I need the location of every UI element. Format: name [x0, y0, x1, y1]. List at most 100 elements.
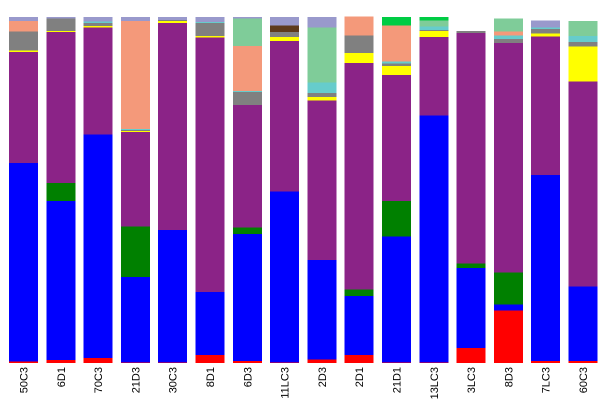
x-tick-label-7LC3: 7LC3 — [541, 367, 553, 393]
bar-segment-11LC3-1 — [270, 191, 300, 363]
bar-segment-13LC3-8 — [419, 20, 449, 27]
x-tick-label-11LC3: 11LC3 — [280, 367, 292, 399]
bar-segment-21D3-2 — [120, 226, 150, 277]
bar-segment-70C3-6 — [83, 21, 113, 24]
bar-segment-6D3-6 — [232, 91, 262, 93]
bar-segment-8D3-7 — [493, 31, 523, 36]
bar-segment-21D1-5 — [382, 63, 411, 66]
bar-segment-6D3-5 — [232, 92, 262, 105]
bar-segment-13LC3-11 — [419, 17, 449, 21]
bar-segment-21D3-6 — [120, 128, 150, 130]
bar-segment-2D1-0 — [344, 355, 374, 363]
bar-segment-60C3-5 — [568, 41, 598, 47]
x-tick-label-3LC3: 3LC3 — [466, 367, 478, 393]
bar-segment-11LC3-10 — [270, 17, 300, 26]
bar-segment-70C3-5 — [83, 23, 113, 26]
bar-segment-21D3-0 — [120, 362, 150, 363]
x-tick-label-8D1: 8D1 — [205, 367, 217, 387]
bar-segment-6D3-2 — [232, 227, 262, 234]
x-tick-label-8D3: 8D3 — [503, 367, 515, 387]
x-tick-label-21D1: 21D1 — [392, 367, 404, 393]
bar-segment-60C3-3 — [568, 81, 598, 287]
bar-segment-50C3-0 — [9, 361, 38, 363]
x-tick-label-2D3: 2D3 — [317, 367, 329, 387]
bar-segment-7LC3-10 — [531, 20, 561, 28]
bar-segment-30C3-1 — [158, 230, 188, 363]
bar-segment-2D1-4 — [344, 52, 374, 64]
bar-segment-30C3-3 — [158, 23, 188, 231]
bar-segment-50C3-4 — [9, 50, 38, 52]
x-tick-label-30C3: 30C3 — [168, 367, 180, 393]
bar-segment-6D1-1 — [46, 201, 76, 361]
bar-segment-7LC3-0 — [531, 360, 561, 363]
bar-segment-8D3-6 — [493, 35, 523, 39]
bar-segment-21D1-1 — [382, 236, 411, 363]
bar-segment-70C3-3 — [83, 27, 113, 135]
bar-segment-13LC3-5 — [419, 29, 449, 32]
bar-segment-21D3-7 — [120, 21, 150, 129]
bar-segment-8D1-4 — [195, 36, 225, 38]
bar-segment-8D3-1 — [493, 304, 523, 311]
bar-segment-11LC3-9 — [270, 25, 300, 32]
bar-segment-13LC3-1 — [419, 115, 449, 363]
bar-segment-8D3-8 — [493, 18, 523, 32]
bar-segment-50C3-10 — [9, 17, 38, 22]
bar-segment-6D3-3 — [232, 104, 262, 228]
bar-segment-2D3-4 — [307, 96, 337, 101]
bar-segment-13LC3-3 — [419, 37, 449, 116]
bar-segment-60C3-0 — [568, 360, 598, 363]
bar-segment-8D3-2 — [493, 272, 523, 305]
bar-segment-70C3-10 — [83, 17, 113, 22]
x-tick-label-60C3: 60C3 — [578, 367, 590, 393]
bar-segment-70C3-1 — [83, 134, 113, 359]
bar-segment-8D3-5 — [493, 38, 523, 43]
bar-segment-7LC3-1 — [531, 174, 561, 361]
bar-segment-50C3-5 — [9, 31, 38, 51]
x-tick-label-6D3: 6D3 — [242, 367, 254, 387]
bar-segment-50C3-1 — [9, 163, 38, 362]
bar-segment-7LC3-5 — [531, 29, 561, 34]
bar-segment-50C3-3 — [9, 51, 38, 164]
bar-segment-13LC3-4 — [419, 31, 449, 38]
bar-segment-3LC3-3 — [456, 32, 486, 264]
bar-segment-11LC3-5 — [270, 31, 300, 38]
bar-segment-30C3-0 — [158, 362, 188, 363]
bar-segment-6D3-8 — [232, 18, 262, 47]
bar-segment-2D1-7 — [344, 16, 374, 36]
bar-segment-8D1-10 — [195, 17, 225, 22]
bar-segment-13LC3-6 — [419, 26, 449, 30]
bar-segment-21D3-3 — [120, 131, 150, 227]
bar-segment-21D1-11 — [382, 17, 411, 26]
bar-segment-6D3-7 — [232, 46, 262, 92]
bar-segment-21D1-7 — [382, 25, 411, 62]
bar-segment-2D1-2 — [344, 289, 374, 297]
bar-segment-8D3-3 — [493, 42, 523, 273]
bar-segment-21D1-3 — [382, 75, 411, 202]
bar-segment-3LC3-1 — [456, 267, 486, 348]
bar-segment-21D1-4 — [382, 65, 411, 76]
bar-segment-6D1-2 — [46, 183, 76, 202]
bar-segment-60C3-4 — [568, 46, 598, 82]
bar-segment-70C3-4 — [83, 26, 113, 28]
bar-segment-70C3-0 — [83, 358, 113, 363]
bar-segment-2D3-8 — [307, 27, 337, 83]
bar-segment-2D1-3 — [344, 63, 374, 290]
bar-segment-2D1-1 — [344, 296, 374, 356]
bar-segment-6D3-1 — [232, 233, 262, 361]
bar-segment-2D3-5 — [307, 92, 337, 97]
bar-segment-6D3-0 — [232, 360, 262, 363]
bar-segment-21D1-2 — [382, 201, 411, 237]
bar-segment-2D3-6 — [307, 82, 337, 93]
bar-segment-8D1-0 — [195, 355, 225, 363]
bar-segment-11LC3-4 — [270, 37, 300, 42]
bar-segment-6D1-10 — [46, 17, 76, 19]
bar-segment-3LC3-0 — [456, 347, 486, 363]
bar-segment-21D1-0 — [382, 362, 411, 363]
bar-segment-8D1-6 — [195, 21, 225, 23]
bars-layer — [9, 16, 598, 363]
x-tick-label-70C3: 70C3 — [93, 367, 105, 393]
bar-segment-2D3-3 — [307, 100, 337, 261]
bar-segment-60C3-8 — [568, 20, 598, 37]
bar-segment-7LC3-4 — [531, 33, 561, 37]
